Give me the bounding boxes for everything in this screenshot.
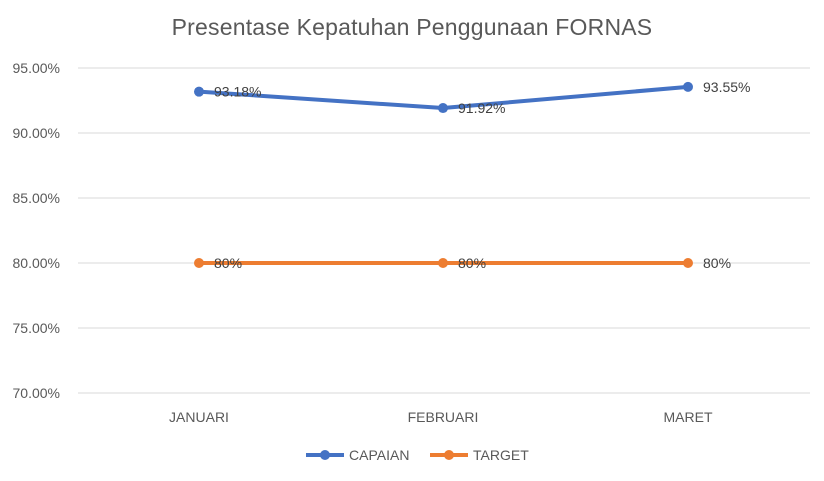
y-tick-label: 80.00% — [13, 255, 60, 271]
legend-marker-point — [320, 450, 330, 460]
data-label: 80% — [214, 255, 242, 271]
data-label: 80% — [458, 255, 486, 271]
x-tick-label: FEBRUARI — [408, 409, 479, 425]
x-tick-label: JANUARI — [169, 409, 229, 425]
data-label: 91.92% — [458, 100, 505, 116]
y-tick-label: 85.00% — [13, 190, 60, 206]
data-label: 80% — [703, 255, 731, 271]
y-tick-label: 70.00% — [13, 385, 60, 401]
data-point — [194, 86, 204, 97]
data-point — [438, 258, 448, 268]
x-tick-label: MARET — [664, 409, 713, 425]
legend-label: CAPAIAN — [349, 447, 409, 463]
data-point — [438, 103, 448, 114]
data-point — [683, 258, 693, 268]
y-tick-label: 75.00% — [13, 320, 60, 336]
data-label: 93.55% — [703, 79, 750, 95]
legend-label: TARGET — [473, 447, 529, 463]
data-point — [683, 81, 693, 92]
y-tick-label: 95.00% — [13, 60, 60, 76]
data-label: 93.18% — [214, 84, 261, 100]
y-tick-label: 90.00% — [13, 125, 60, 141]
chart-title: Presentase Kepatuhan Penggunaan FORNAS — [171, 14, 653, 40]
data-point — [194, 258, 204, 268]
legend-marker-point — [444, 450, 454, 460]
